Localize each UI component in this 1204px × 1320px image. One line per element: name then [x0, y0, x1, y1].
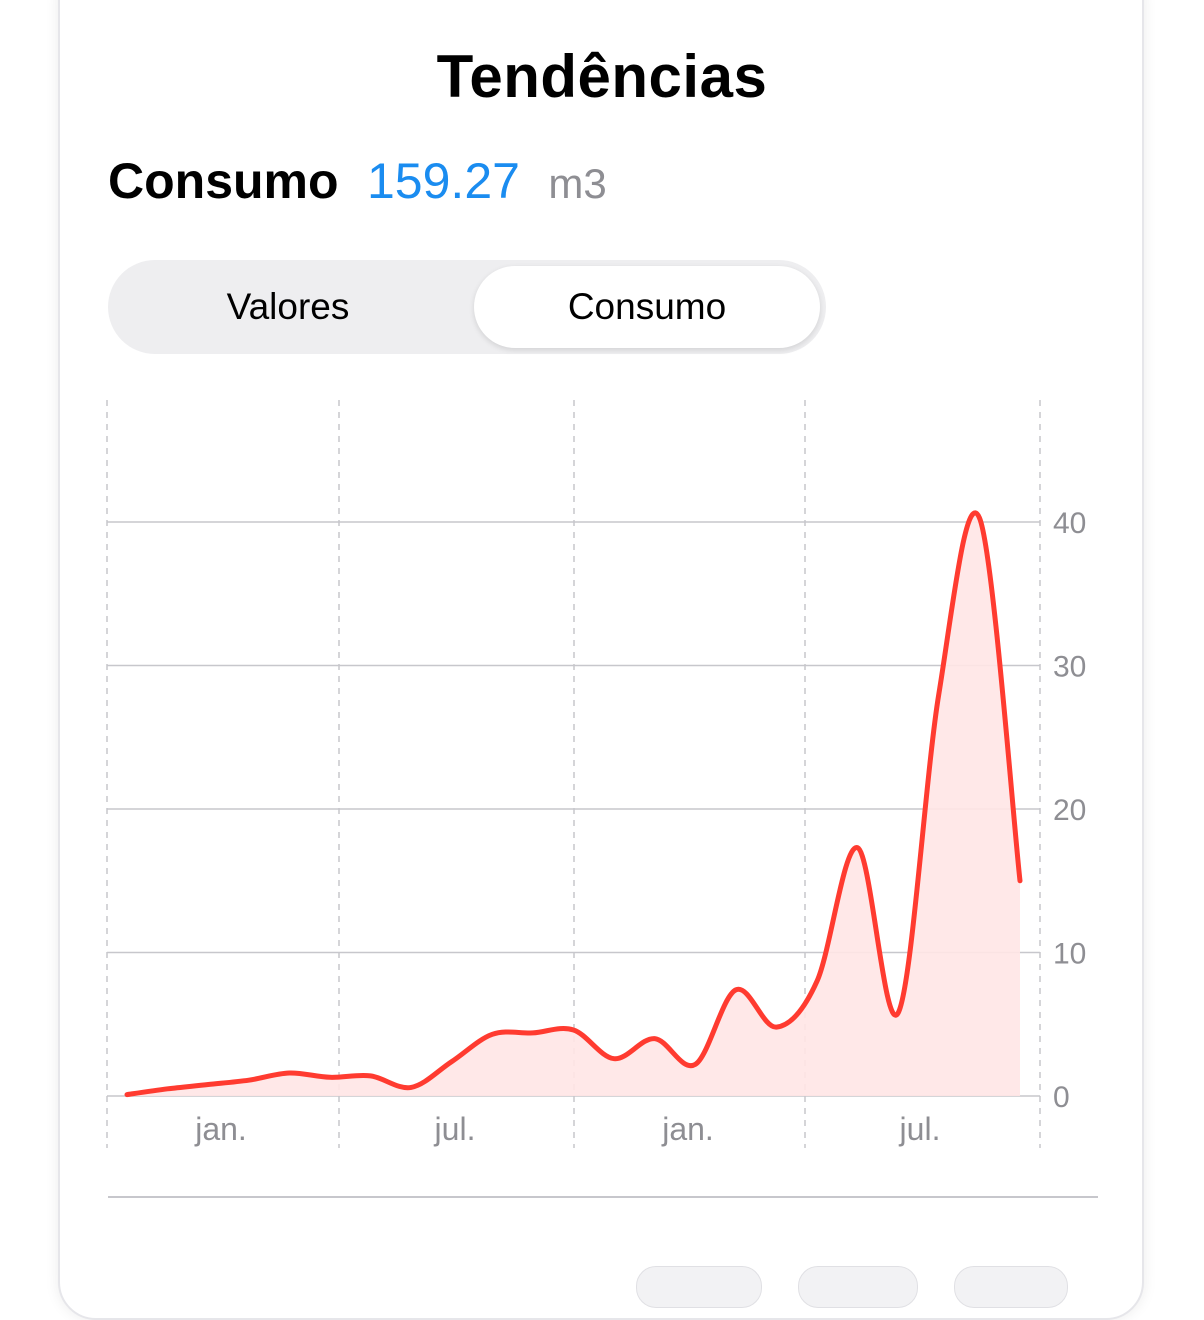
x-tick-label: jan.	[661, 1111, 714, 1147]
filter-chip[interactable]	[798, 1266, 918, 1308]
x-tick-label: jul.	[434, 1111, 476, 1147]
consumption-summary: Consumo 159.27 m3	[108, 152, 607, 216]
consumption-chart: 0 10 20 30 40 jan. jul. jan. jul.	[106, 400, 1086, 1148]
y-axis-labels: 0 10 20 30 40	[1053, 507, 1086, 1114]
metric-value: 159.27	[367, 153, 520, 209]
consumption-line	[124, 510, 1023, 1098]
x-tick-label: jan.	[194, 1111, 247, 1147]
filter-chip[interactable]	[636, 1266, 762, 1308]
page-title: Tendências	[436, 43, 768, 110]
x-tick-label: jul.	[899, 1111, 941, 1147]
metric-label: Consumo	[108, 153, 339, 209]
segment-consumo[interactable]: Consumo	[474, 266, 820, 348]
metric-unit: m3	[548, 160, 607, 207]
y-tick-label: 30	[1053, 651, 1086, 684]
x-axis-labels: jan. jul. jan. jul.	[194, 1111, 940, 1147]
y-tick-label: 0	[1053, 1081, 1070, 1114]
filter-chip[interactable]	[954, 1266, 1068, 1308]
y-tick-label: 20	[1053, 794, 1086, 827]
chart-mode-segmented-control: Valores Consumo	[108, 260, 826, 354]
consumption-area-fill	[127, 512, 1020, 1096]
y-tick-label: 40	[1053, 507, 1086, 540]
segment-valores[interactable]: Valores	[226, 286, 350, 327]
section-divider	[108, 1196, 1098, 1198]
vertical-gridlines	[106, 400, 1041, 1148]
y-tick-label: 10	[1053, 938, 1086, 971]
